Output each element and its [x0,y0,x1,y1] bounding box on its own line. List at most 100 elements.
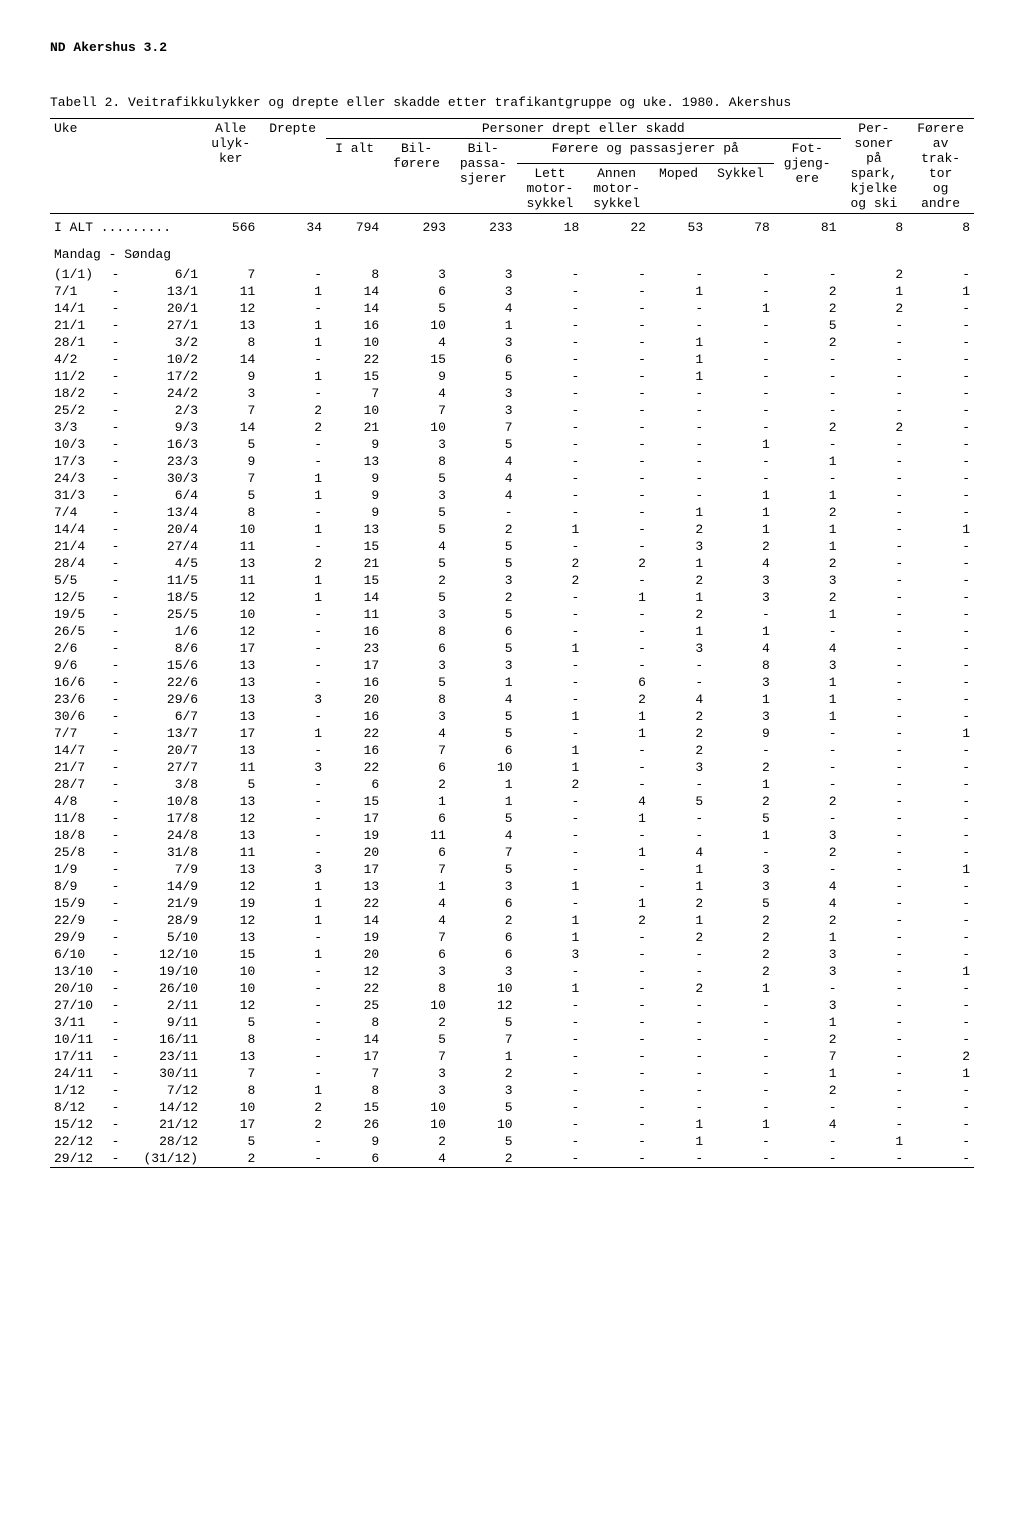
date-end: 17/8 [124,810,203,827]
data-cell: - [583,929,650,946]
data-cell: 5 [202,1014,259,1031]
data-cell: 9 [202,453,259,470]
data-cell: 3 [650,538,707,555]
data-cell: 12 [202,810,259,827]
data-cell: - [841,1014,908,1031]
data-cell: 2 [383,572,450,589]
data-cell: 1 [517,742,584,759]
data-cell: - [907,419,974,436]
data-cell: 12 [202,912,259,929]
data-table: Uke Alleulyk-ker Drepte Personer drept e… [50,118,974,1168]
data-cell: - [907,334,974,351]
data-cell: 4 [450,300,517,317]
data-cell: - [517,657,584,674]
data-cell: 13 [202,708,259,725]
data-cell: 1 [650,555,707,572]
data-cell: - [259,708,326,725]
data-cell: 3 [450,1082,517,1099]
date-start: 7/4 [50,504,108,521]
date-dash: - [108,1116,124,1133]
data-cell: - [841,487,908,504]
table-row: 25/8-31/811-2067-14-2-- [50,844,974,861]
data-cell: - [774,368,841,385]
data-cell: - [583,1082,650,1099]
date-end: 23/3 [124,453,203,470]
data-cell: 3 [450,266,517,283]
data-cell: - [583,980,650,997]
data-cell: - [650,487,707,504]
data-cell: - [907,946,974,963]
data-cell: - [583,657,650,674]
data-cell: - [907,657,974,674]
data-cell: 11 [202,759,259,776]
total-cell: 566 [202,214,259,242]
data-cell: 7 [202,402,259,419]
data-cell: 21 [326,419,383,436]
date-end: 16/11 [124,1031,203,1048]
data-cell: 2 [583,691,650,708]
data-cell: 6 [326,1150,383,1168]
data-cell: 22 [326,725,383,742]
data-cell: - [841,878,908,895]
total-cell: 8 [841,214,908,242]
data-cell: - [841,997,908,1014]
date-start: 1/12 [50,1082,108,1099]
data-cell: 7 [450,844,517,861]
data-cell: 2 [383,1133,450,1150]
data-cell: - [517,810,584,827]
data-cell: 7 [450,1031,517,1048]
data-cell: - [583,827,650,844]
data-cell: - [583,742,650,759]
data-cell: 22 [326,351,383,368]
data-cell: - [841,1031,908,1048]
date-start: 3/3 [50,419,108,436]
data-cell: 7 [383,861,450,878]
date-start: 10/3 [50,436,108,453]
data-cell: - [583,1133,650,1150]
data-cell: 1 [650,368,707,385]
data-cell: 4 [774,895,841,912]
data-cell: 13 [326,878,383,895]
data-cell: 1 [259,521,326,538]
data-cell: - [841,555,908,572]
data-cell: 1 [259,470,326,487]
data-cell: - [650,997,707,1014]
data-cell: - [774,436,841,453]
data-cell: 3 [450,334,517,351]
data-cell: 3 [774,827,841,844]
data-cell: - [583,623,650,640]
data-cell: 3 [383,266,450,283]
data-cell: 13 [202,555,259,572]
data-cell: 10 [383,1099,450,1116]
date-start: 3/11 [50,1014,108,1031]
data-cell: - [907,572,974,589]
data-cell: - [259,385,326,402]
data-cell: 3 [650,640,707,657]
data-cell: 15 [383,351,450,368]
data-cell: 2 [841,266,908,283]
data-cell: 6 [450,929,517,946]
data-cell: - [583,436,650,453]
data-cell: - [583,1065,650,1082]
data-cell: - [517,1116,584,1133]
table-row: 3/11-9/115-825----1-- [50,1014,974,1031]
data-cell: 5 [450,555,517,572]
data-cell: - [583,317,650,334]
date-dash: - [108,266,124,283]
total-cell: 81 [774,214,841,242]
data-cell: 13 [202,317,259,334]
data-cell: - [841,1116,908,1133]
date-start: 24/3 [50,470,108,487]
data-cell: - [583,963,650,980]
date-end: 31/8 [124,844,203,861]
data-cell: 2 [450,589,517,606]
data-cell: - [517,895,584,912]
date-start: 22/9 [50,912,108,929]
data-cell: - [583,283,650,300]
data-cell: - [841,674,908,691]
data-cell: - [841,810,908,827]
data-cell: - [517,317,584,334]
data-cell: - [650,300,707,317]
data-cell: - [517,300,584,317]
data-cell: 2 [774,419,841,436]
